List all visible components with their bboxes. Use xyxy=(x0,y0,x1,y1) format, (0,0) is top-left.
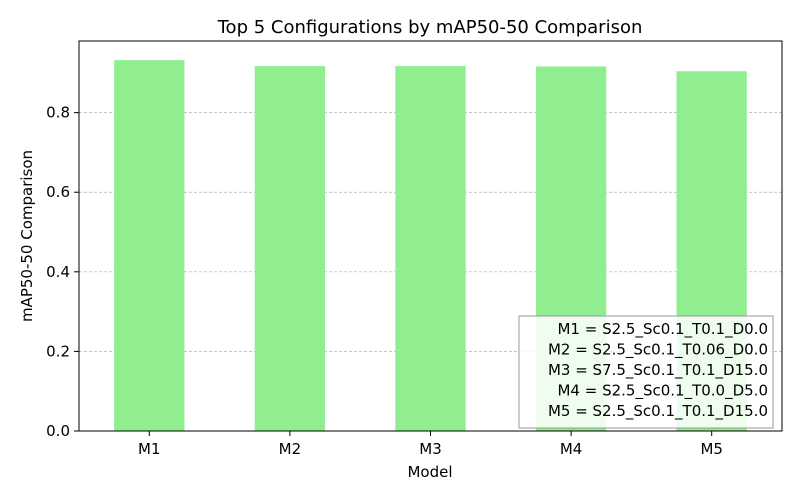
y-tick-label: 0.0 xyxy=(46,422,70,440)
legend-entry: M1 = S2.5_Sc0.1_T0.1_D0.0 xyxy=(557,320,768,339)
chart-title: Top 5 Configurations by mAP50-50 Compari… xyxy=(217,17,643,38)
legend: M1 = S2.5_Sc0.1_T0.1_D0.0 M2 = S2.5_Sc0.1… xyxy=(518,315,774,429)
bar-m2 xyxy=(254,66,326,432)
legend-box xyxy=(518,315,774,429)
x-axis-ticks: M1 M2 M3 M4 M5 xyxy=(138,431,723,458)
y-tick-label: 0.6 xyxy=(46,183,70,201)
y-tick-label: 0.8 xyxy=(46,104,70,122)
x-tick-label: M4 xyxy=(560,440,583,458)
legend-entry: M2 = S2.5_Sc0.1_T0.06_D0.0 xyxy=(548,341,768,360)
y-axis-ticks: 0.0 0.2 0.4 0.6 0.8 xyxy=(46,104,79,440)
bar-m1 xyxy=(114,60,185,431)
bar-m3 xyxy=(395,66,466,432)
x-tick-label: M5 xyxy=(700,440,723,458)
x-tick-label: M1 xyxy=(138,440,161,458)
legend-entry: M5 = S2.5_Sc0.1_T0.1_D15.0 xyxy=(548,402,768,421)
x-axis-label: Model xyxy=(407,463,452,481)
x-tick-label: M2 xyxy=(279,440,302,458)
y-tick-label: 0.4 xyxy=(46,263,70,281)
y-tick-label: 0.2 xyxy=(46,342,70,360)
y-axis-label: mAP50-50 Comparison xyxy=(18,150,36,322)
legend-entry: M3 = S7.5_Sc0.1_T0.1_D15.0 xyxy=(548,361,768,380)
legend-entry: M4 = S2.5_Sc0.1_T0.0_D5.0 xyxy=(557,382,768,401)
x-tick-label: M3 xyxy=(419,440,442,458)
